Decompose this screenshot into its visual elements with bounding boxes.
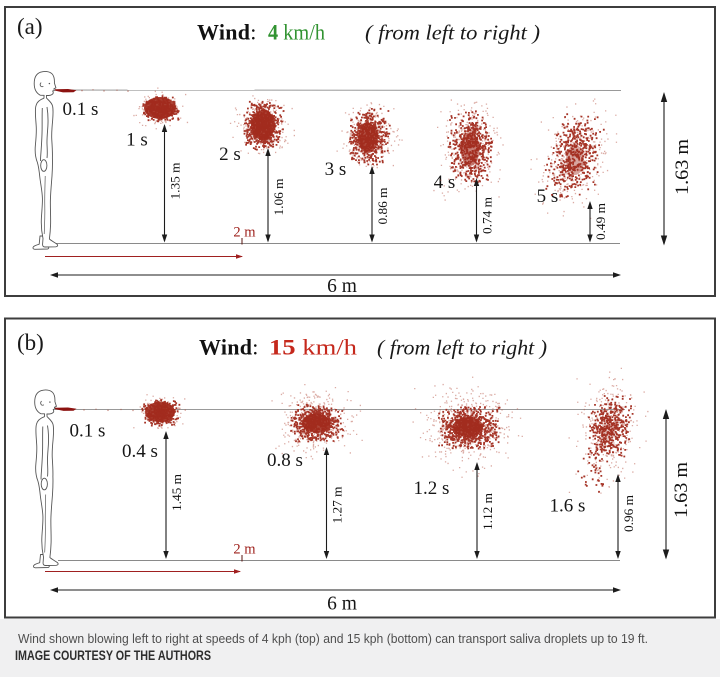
svg-text:(a): (a): [17, 14, 43, 39]
svg-text:0.96 m: 0.96 m: [621, 495, 636, 532]
svg-text:1.12 m: 1.12 m: [480, 493, 495, 530]
svg-text:1.6 s: 1.6 s: [550, 496, 586, 517]
svg-text:15 km/h: 15 km/h: [269, 335, 357, 360]
svg-text:0.1 s: 0.1 s: [70, 421, 106, 442]
svg-text:3 s: 3 s: [325, 159, 347, 180]
svg-text:1.63 m: 1.63 m: [672, 139, 693, 195]
svg-text:( from left to right ): ( from left to right ): [365, 21, 540, 45]
svg-text:2 m: 2 m: [233, 225, 256, 241]
svg-text:0.1 s: 0.1 s: [63, 99, 99, 120]
svg-text:1.06 m: 1.06 m: [271, 179, 286, 216]
svg-text:5 s: 5 s: [537, 186, 559, 207]
svg-text:0.8 s: 0.8 s: [267, 450, 303, 471]
svg-text:0.86 m: 0.86 m: [375, 188, 390, 225]
svg-text:Wind:: Wind:: [199, 335, 259, 360]
svg-text:0.4 s: 0.4 s: [122, 441, 158, 462]
svg-text:0.49 m: 0.49 m: [593, 203, 608, 240]
svg-text:2 m: 2 m: [233, 542, 256, 558]
svg-text:1.35 m: 1.35 m: [168, 163, 183, 200]
svg-text:4 km/h: 4 km/h: [268, 20, 325, 45]
svg-text:1 s: 1 s: [126, 130, 148, 151]
svg-text:1.45 m: 1.45 m: [169, 474, 184, 511]
svg-text:IMAGE COURTESY OF THE AUTHORS: IMAGE COURTESY OF THE AUTHORS: [15, 648, 211, 663]
svg-text:1.63 m: 1.63 m: [671, 462, 692, 518]
svg-text:4 s: 4 s: [434, 172, 456, 193]
svg-text:0.74 m: 0.74 m: [480, 197, 495, 234]
svg-text:6 m: 6 m: [327, 594, 357, 615]
svg-text:2 s: 2 s: [219, 144, 241, 165]
svg-text:1.27 m: 1.27 m: [330, 487, 345, 524]
svg-text:1.2 s: 1.2 s: [414, 478, 450, 499]
svg-text:Wind:: Wind:: [197, 20, 257, 45]
svg-text:Wind shown blowing left to rig: Wind shown blowing left to right at spee…: [18, 632, 648, 646]
svg-text:6 m: 6 m: [327, 276, 357, 297]
svg-text:(b): (b): [17, 330, 44, 355]
svg-text:( from left to right ): ( from left to right ): [377, 336, 547, 360]
